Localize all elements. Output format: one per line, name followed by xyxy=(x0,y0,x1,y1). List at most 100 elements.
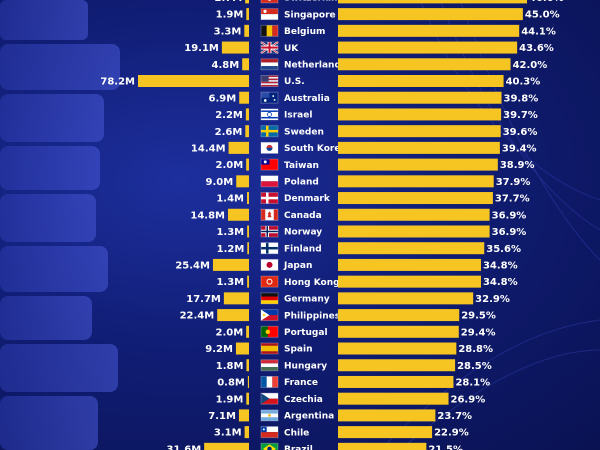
denmark-flag-icon xyxy=(260,192,279,205)
country-label: Brazil xyxy=(284,445,313,450)
left-value-label: 31.6M xyxy=(167,444,202,450)
left-value-label: 6.9M xyxy=(209,93,237,104)
singapore-flag-icon xyxy=(260,8,279,21)
left-value-label: 1.9M xyxy=(216,394,244,405)
right-bar xyxy=(338,125,501,138)
left-bar xyxy=(228,141,249,154)
right-bar xyxy=(338,158,498,171)
left-bar xyxy=(244,24,249,37)
chart-row: 2.7M Switzerland 46.0% xyxy=(214,0,564,4)
chart-row: 1.8M Hungary 28.5% xyxy=(216,359,492,372)
left-bar xyxy=(246,158,249,171)
chart-row: 25.4M Japan 34.8% xyxy=(175,258,518,272)
right-bar xyxy=(338,8,523,21)
left-value-label: 2.6M xyxy=(215,127,243,138)
right-bar xyxy=(338,325,459,338)
country-label: Canada xyxy=(284,211,322,221)
left-value-label: 2.7M xyxy=(214,0,242,4)
left-value-label: 9.0M xyxy=(206,177,234,188)
right-bar xyxy=(338,342,457,355)
chart-row: 4.8M Netherlands 42.0% xyxy=(212,58,547,71)
right-bar xyxy=(338,208,490,221)
right-bar xyxy=(338,108,502,121)
left-value-label: 9.2M xyxy=(205,344,233,355)
right-value-label: 21.5% xyxy=(428,444,463,450)
right-value-label: 35.6% xyxy=(486,244,521,255)
right-bar xyxy=(338,392,449,405)
chile-flag-icon xyxy=(260,426,279,439)
netherlands-flag-icon xyxy=(260,58,279,71)
left-value-label: 1.3M xyxy=(216,227,244,238)
chart-row: 1.4M Denmark 37.7% xyxy=(216,192,530,205)
right-value-label: 38.9% xyxy=(500,160,535,171)
country-label: Belgium xyxy=(284,27,325,37)
chart-row: 1.2M Finland 35.6% xyxy=(217,242,521,255)
left-value-label: 17.7M xyxy=(186,294,221,305)
left-value-label: 3.3M xyxy=(214,26,242,37)
country-label: Argentina xyxy=(284,412,334,422)
left-value-label: 4.8M xyxy=(212,60,240,71)
right-bar xyxy=(338,0,527,4)
chart-row: 2.2M Israel 39.7% xyxy=(215,108,538,121)
sweden-flag-icon xyxy=(260,125,279,138)
left-bar xyxy=(238,409,249,422)
country-label: Singapore xyxy=(284,10,336,20)
right-value-label: 46.0% xyxy=(529,0,564,4)
taiwan-flag-icon xyxy=(260,158,279,171)
chart-row: 14.4M South Korea 39.4% xyxy=(191,141,537,154)
right-value-label: 39.7% xyxy=(503,110,538,121)
south-korea-flag-icon xyxy=(260,141,279,154)
right-bar xyxy=(338,192,493,205)
chart-row: 0.8M France 28.1% xyxy=(217,375,490,389)
left-bar xyxy=(246,392,249,405)
country-label: Israel xyxy=(284,111,312,121)
left-value-label: 0.8M xyxy=(217,378,245,389)
right-bar xyxy=(338,292,474,305)
right-value-label: 26.9% xyxy=(451,394,486,405)
country-label: France xyxy=(284,378,318,388)
left-value-label: 19.1M xyxy=(184,43,219,54)
hungary-flag-icon xyxy=(260,359,279,372)
left-bar xyxy=(245,0,249,4)
usa-flag-icon xyxy=(260,75,279,87)
belgium-flag-icon xyxy=(260,24,279,37)
chart-row: 31.6M Brazil 21.5% xyxy=(167,442,463,450)
right-bar xyxy=(338,442,427,450)
country-label: Australia xyxy=(284,94,330,104)
left-bar xyxy=(138,75,249,87)
country-label: Germany xyxy=(284,295,330,305)
switzerland-flag-icon xyxy=(260,0,279,4)
chart-row: 3.3M Belgium 44.1% xyxy=(214,24,556,37)
right-bar xyxy=(338,242,485,255)
right-bar xyxy=(338,225,490,238)
chart-row: 9.0M Poland 37.9% xyxy=(206,175,530,188)
left-bar xyxy=(236,175,249,188)
left-bar xyxy=(245,108,249,121)
right-bar xyxy=(338,258,481,271)
poland-flag-icon xyxy=(260,175,279,188)
norway-flag-icon xyxy=(260,225,279,238)
country-label: Hungary xyxy=(284,361,327,371)
spain-flag-icon xyxy=(260,342,279,355)
left-value-label: 1.2M xyxy=(217,244,245,255)
chart-row: 19.1M UK 43.6% xyxy=(184,41,554,54)
country-label: Spain xyxy=(284,345,313,355)
left-bar xyxy=(235,342,249,355)
canada-flag-icon xyxy=(260,208,279,221)
chart-row: 1.3M Hong Kong 34.8% xyxy=(216,275,518,288)
left-bar xyxy=(247,242,249,255)
france-flag-icon xyxy=(260,375,279,388)
left-value-label: 14.4M xyxy=(191,143,226,154)
philippines-flag-icon xyxy=(260,309,279,322)
right-value-label: 39.4% xyxy=(502,143,537,154)
chart-row: 2.0M Taiwan 38.9% xyxy=(215,158,535,171)
right-bar xyxy=(338,275,481,288)
chart-row: 3.1M Chile 22.9% xyxy=(214,426,469,439)
right-value-label: 40.3% xyxy=(506,77,541,88)
left-value-label: 22.4M xyxy=(180,311,215,322)
argentina-flag-icon xyxy=(260,409,279,422)
chart-row: 2.6M Sweden 39.6% xyxy=(215,125,537,138)
right-bar xyxy=(338,426,433,439)
country-label: Philippines xyxy=(284,311,340,321)
